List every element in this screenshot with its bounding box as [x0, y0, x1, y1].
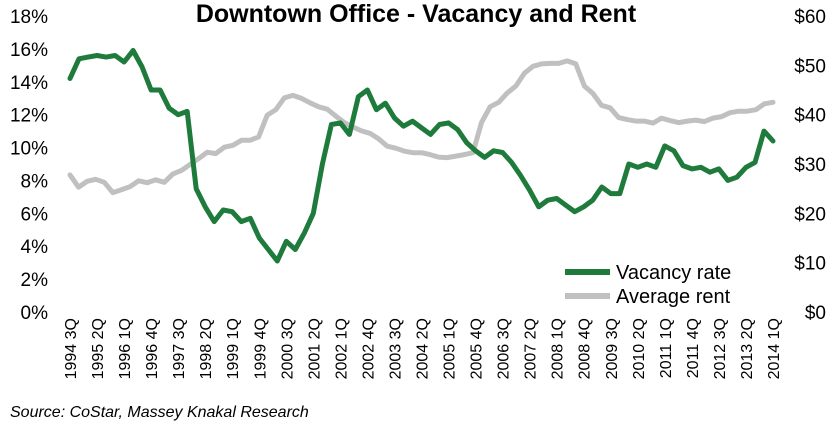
x-tick-label: 2001 2Q: [306, 318, 323, 379]
x-tick-label: 2008 1Q: [550, 318, 567, 379]
x-tick-label: 2003 3Q: [387, 318, 404, 379]
y-right-tick-label: $50: [794, 56, 826, 77]
x-tick-label: 2012 3Q: [712, 318, 729, 379]
x-tick-label: 2014 1Q: [766, 318, 783, 379]
x-tick-label: 2008 4Q: [577, 318, 594, 379]
x-tick-label: 1999 1Q: [225, 318, 242, 379]
y-left-tick-label: 14%: [10, 73, 48, 94]
y-right-tick-label: $40: [794, 106, 826, 127]
y-left-tick-label: 6%: [21, 204, 49, 225]
x-tick-label: 1995 2Q: [90, 318, 107, 379]
y-right-tick-label: $60: [794, 7, 826, 28]
y-right-tick-label: $10: [794, 254, 826, 275]
x-tick-label: 1998 2Q: [198, 318, 215, 379]
x-tick-label: 2005 1Q: [442, 318, 459, 379]
y-right-tick-label: $20: [794, 204, 826, 225]
x-tick-label: 2007 2Q: [523, 318, 540, 379]
x-tick-label: 2004 2Q: [415, 318, 432, 379]
x-tick-label: 2013 2Q: [739, 318, 756, 379]
y-left-tick-label: 16%: [10, 40, 48, 61]
y-left-tick-label: 2%: [21, 270, 49, 291]
vacancy-rate-line: [67, 48, 776, 264]
y-right-tick-label: $30: [794, 155, 826, 176]
y-left-tick-label: 12%: [10, 106, 48, 127]
x-tick-label: 1997 3Q: [171, 318, 188, 379]
y-left-tick-label: 4%: [21, 237, 49, 258]
source-note: Source: CoStar, Massey Knakal Research: [10, 404, 309, 421]
y-left-tick-label: 18%: [10, 7, 48, 28]
y-left-tick-label: 8%: [21, 171, 49, 192]
x-tick-label: 2005 4Q: [469, 318, 486, 379]
x-tick-label: 1996 1Q: [117, 318, 134, 379]
average-rent-line: [67, 58, 776, 196]
y-axis-right: $0 $10 $20 $30 $40 $50 $60: [794, 7, 826, 324]
x-tick-label: 2006 3Q: [496, 318, 513, 379]
x-axis: 1994 3Q 1995 2Q 1996 1Q 1996 4Q 1997 3Q 1998 …: [63, 318, 783, 379]
vacancy-rate-legend-label: Vacancy rate: [616, 262, 731, 284]
y-left-tick-label: 0%: [21, 303, 49, 324]
series-layer: [67, 48, 776, 264]
x-tick-label: 2009 3Q: [604, 318, 621, 379]
x-tick-label: 2011 4Q: [685, 318, 702, 378]
y-right-tick-label: $0: [805, 303, 826, 324]
x-tick-label: 2002 1Q: [333, 318, 350, 379]
x-tick-label: 1994 3Q: [63, 318, 80, 379]
average-rent-legend-label: Average rent: [616, 286, 731, 308]
x-tick-label: 2010 2Q: [631, 318, 648, 379]
x-tick-label: 1999 4Q: [252, 318, 269, 379]
x-tick-label: 1996 4Q: [144, 318, 161, 379]
x-tick-label: 2011 1Q: [658, 318, 675, 378]
x-tick-label: 2000 3Q: [279, 318, 296, 379]
x-tick-label: 2002 4Q: [360, 318, 377, 379]
y-axis-left: 0% 2% 4% 6% 8% 10% 12% 14% 16% 18%: [10, 7, 48, 324]
chart-title: Downtown Office - Vacancy and Rent: [196, 0, 637, 28]
y-left-tick-label: 10%: [10, 139, 48, 160]
